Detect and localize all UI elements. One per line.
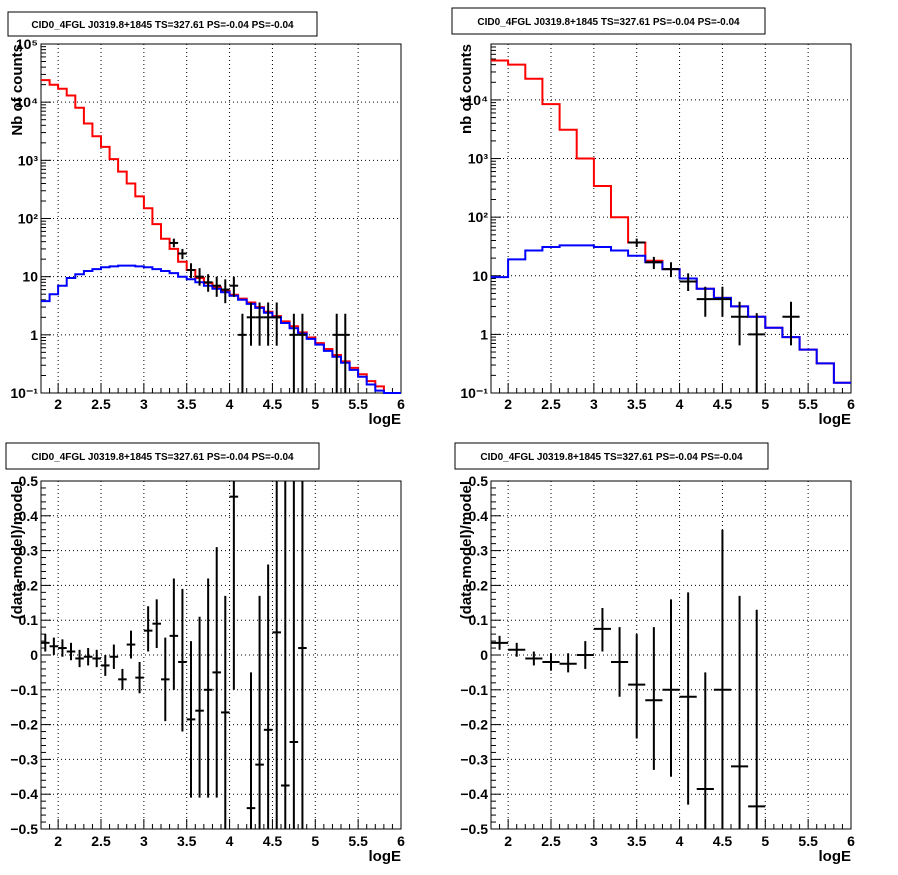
y-tick-label: 0.1 [19,612,39,628]
x-tick-label: 3 [590,833,598,849]
y-tick-label: 0.5 [19,473,39,489]
y-axis-title: Nb of counts [9,44,26,136]
x-tick-label: 6 [397,833,405,849]
x-tick-label: 3 [140,396,148,412]
x-tick-label: 4.5 [263,396,283,412]
y-tick-label: −0.4 [460,786,488,802]
x-tick-label: 5 [311,396,319,412]
x-tick-label: 4.5 [263,833,283,849]
x-tick-label: 2.5 [91,833,111,849]
x-tick-label: 2 [504,833,512,849]
chart-1: CID0_4FGL J0319.8+1845 TS=327.61 PS=-0.0… [7,11,405,428]
y-tick-label: −0.5 [460,821,488,837]
x-tick-label: 5.5 [798,396,818,412]
y-tick-label: 10² [468,209,489,225]
y-tick-label: −0.3 [10,751,38,767]
chart-title: CID0_4FGL J0319.8+1845 TS=327.61 PS=-0.0… [477,17,740,28]
x-tick-label: 3.5 [627,833,647,849]
y-tick-label: 0 [480,647,488,663]
x-tick-label: 3 [590,396,598,412]
y-axis-title: (data-model)/model [458,481,475,619]
chart-2: CID0_4FGL J0319.8+1845 TS=327.61 PS=-0.0… [451,7,855,428]
x-tick-label: 4 [226,833,234,849]
y-tick-label: 10⁴ [16,94,39,110]
plot-frame [490,43,852,394]
x-tick-label: 5.5 [348,833,368,849]
y-tick-label: −0.5 [10,821,38,837]
x-tick-label: 4.5 [713,833,733,849]
y-tick-label: −0.2 [10,717,38,733]
x-tick-label: 3.5 [627,396,647,412]
y-axis-title: nb of counts [458,44,475,134]
y-tick-label: −0.4 [10,786,38,802]
y-tick-label: 10² [18,211,39,227]
x-tick-label: 4 [226,396,234,412]
chart-4: CID0_4FGL J0319.8+1845 TS=327.61 PS=-0.0… [454,442,855,865]
chart-title: CID0_4FGL J0319.8+1845 TS=327.61 PS=-0.0… [31,452,294,463]
x-tick-label: 6 [847,833,855,849]
y-tick-label: 1 [480,326,488,342]
title-box [451,7,766,35]
y-tick-label: 0.4 [469,508,489,524]
chart-title: CID0_4FGL J0319.8+1845 TS=327.61 PS=-0.0… [31,20,294,31]
y-tick-label: −0.1 [460,682,488,698]
y-tick-label: −0.3 [460,751,488,767]
y-tick-label: 0 [30,647,38,663]
x-axis-title: logE [819,411,852,428]
y-tick-label: 0.1 [469,612,489,628]
y-tick-label: 10⁵ [16,36,38,52]
y-tick-label: 0.3 [469,543,489,559]
y-tick-label: 10⁴ [466,92,489,108]
x-tick-label: 6 [397,396,405,412]
x-tick-label: 4 [676,396,684,412]
x-tick-label: 5 [761,396,769,412]
y-tick-label: 0.2 [469,577,489,593]
y-tick-label: 0.3 [19,543,39,559]
x-tick-label: 5.5 [348,396,368,412]
series-step-line [491,244,851,384]
title-box [7,11,318,37]
y-tick-label: 10 [472,268,488,284]
x-tick-label: 2 [504,396,512,412]
y-tick-label: 10⁻¹ [460,385,488,401]
x-tick-label: 5 [761,833,769,849]
x-tick-label: 2 [54,833,62,849]
x-tick-label: 5 [311,833,319,849]
x-tick-label: 5.5 [798,833,818,849]
y-axis-title: (data-model)/model [9,481,26,619]
chart-title: CID0_4FGL J0319.8+1845 TS=327.61 PS=-0.0… [480,452,743,463]
x-axis-title: logE [369,848,402,865]
y-tick-label: 10⁻¹ [10,385,38,401]
y-tick-label: 10³ [468,151,489,167]
x-axis-title: logE [819,848,852,865]
y-tick-label: 0.5 [469,473,489,489]
x-tick-label: 4 [676,833,684,849]
x-tick-label: 3 [140,833,148,849]
y-tick-label: −0.1 [10,682,38,698]
x-tick-label: 3.5 [177,833,197,849]
x-axis-title: logE [369,411,402,428]
x-tick-label: 2 [54,396,62,412]
title-box [454,442,769,470]
y-tick-label: 0.4 [19,508,39,524]
y-tick-label: 10 [22,269,38,285]
x-tick-label: 2.5 [541,396,561,412]
chart-3: CID0_4FGL J0319.8+1845 TS=327.61 PS=-0.0… [5,442,405,865]
series-step-line [41,79,401,394]
x-tick-label: 3.5 [177,396,197,412]
x-tick-label: 6 [847,396,855,412]
y-tick-label: 1 [30,327,38,343]
y-tick-label: 10³ [18,152,39,168]
title-box [5,442,320,470]
x-tick-label: 2.5 [91,396,111,412]
y-tick-label: 0.2 [19,577,39,593]
y-tick-label: −0.2 [460,717,488,733]
x-tick-label: 4.5 [713,396,733,412]
x-tick-label: 2.5 [541,833,561,849]
